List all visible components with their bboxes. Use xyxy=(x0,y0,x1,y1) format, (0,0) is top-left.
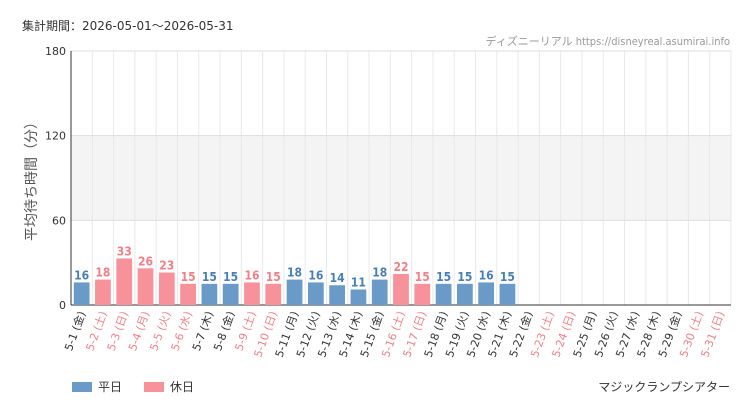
bar xyxy=(499,283,516,305)
bar-value-label: 16 xyxy=(479,268,494,282)
bar xyxy=(414,283,431,305)
legend-label-weekday: 平日 xyxy=(98,380,123,394)
bar-value-label: 15 xyxy=(457,270,472,284)
period-label: 集計期間：2026-05-01～2026-05-31 xyxy=(22,19,234,33)
bar xyxy=(371,279,388,305)
bar xyxy=(180,283,196,305)
bar xyxy=(329,285,346,305)
bar xyxy=(244,282,260,305)
bar-value-label: 14 xyxy=(330,271,346,285)
bar xyxy=(307,282,324,305)
y-tick-label: 180 xyxy=(45,45,66,58)
legend-item-holiday: 休日 xyxy=(144,378,194,395)
legend-swatch-weekday xyxy=(72,381,92,392)
bar-value-label: 15 xyxy=(500,270,515,284)
bar-value-label: 15 xyxy=(223,270,238,284)
y-axis-title: 平均待ち時間（分） xyxy=(24,115,40,241)
attraction-name: マジックランプシアター xyxy=(598,380,730,394)
legend-item-weekday: 平日 xyxy=(72,378,122,395)
bar-value-label: 18 xyxy=(372,266,387,280)
bar xyxy=(456,283,473,305)
legend: 平日 休日 xyxy=(72,378,194,395)
bar-value-label: 18 xyxy=(287,266,302,280)
bar-value-label: 33 xyxy=(117,244,132,258)
site-credit: ディズニーリアル https://disneyreal.asumirai.inf… xyxy=(485,35,730,48)
bar-value-label: 15 xyxy=(266,270,281,284)
shaded-band xyxy=(71,135,731,221)
bar-value-label: 23 xyxy=(159,259,174,273)
bar xyxy=(265,283,282,305)
y-tick-label: 0 xyxy=(59,299,66,312)
bar-value-label: 15 xyxy=(436,270,451,284)
bar-value-label: 22 xyxy=(393,260,408,274)
bar-value-label: 18 xyxy=(95,266,110,280)
bar-value-label: 15 xyxy=(415,270,430,284)
bar xyxy=(116,258,133,305)
legend-label-holiday: 休日 xyxy=(170,380,195,394)
bar xyxy=(393,273,409,305)
y-tick-label: 60 xyxy=(52,214,66,227)
bar xyxy=(286,279,303,305)
bar-value-label: 16 xyxy=(244,268,259,282)
bar xyxy=(478,282,495,305)
bar xyxy=(137,268,154,305)
y-tick-label: 120 xyxy=(45,130,66,143)
bar xyxy=(201,283,218,305)
bar-value-label: 16 xyxy=(74,268,89,282)
bar xyxy=(73,282,90,305)
bar xyxy=(222,283,239,305)
legend-swatch-holiday xyxy=(144,381,165,392)
bar-value-label: 15 xyxy=(202,270,217,284)
bar xyxy=(158,272,175,305)
bar xyxy=(95,279,111,305)
bar-value-label: 16 xyxy=(308,268,323,282)
bar xyxy=(350,289,367,305)
bar-value-label: 26 xyxy=(138,254,153,268)
bar xyxy=(435,283,452,305)
bar-value-label: 15 xyxy=(181,270,196,284)
bar-value-label: 11 xyxy=(351,275,366,289)
